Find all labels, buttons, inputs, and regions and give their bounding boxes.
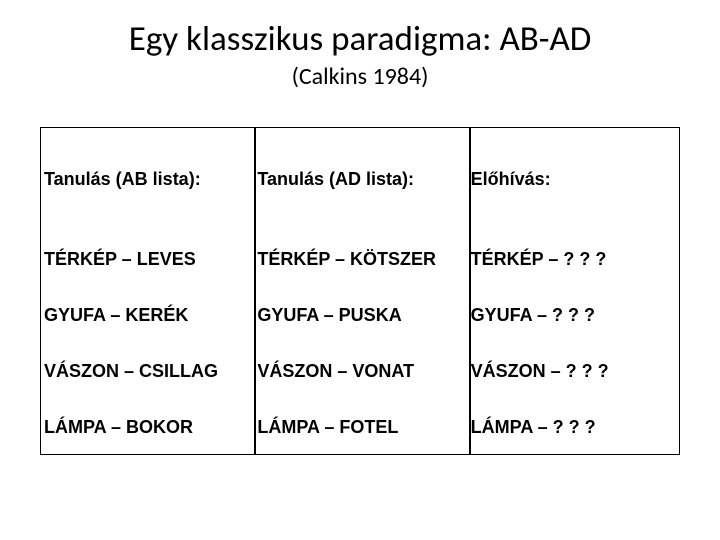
cell: LÁMPA – BOKOR xyxy=(40,399,253,455)
header-ad: Tanulás (AD lista): xyxy=(253,127,466,231)
paradigm-table: Tanulás (AB lista): Tanulás (AD lista): … xyxy=(40,127,680,455)
cell: TÉRKÉP – KÖTSZER xyxy=(253,231,466,287)
table-row: VÁSZON – CSILLAG VÁSZON – VONAT VÁSZON –… xyxy=(40,343,680,399)
cell: GYUFA – KERÉK xyxy=(40,287,253,343)
header-recall: Előhívás: xyxy=(467,127,680,231)
cell: VÁSZON – ? ? ? xyxy=(467,343,680,399)
cell: GYUFA – PUSKA xyxy=(253,287,466,343)
slide-title: Egy klasszikus paradigma: AB-AD xyxy=(40,18,680,60)
cell: GYUFA – ? ? ? xyxy=(467,287,680,343)
header-ab: Tanulás (AB lista): xyxy=(40,127,253,231)
table-row: LÁMPA – BOKOR LÁMPA – FOTEL LÁMPA – ? ? … xyxy=(40,399,680,455)
slide: Egy klasszikus paradigma: AB-AD (Calkins… xyxy=(0,0,720,540)
table-row: GYUFA – KERÉK GYUFA – PUSKA GYUFA – ? ? … xyxy=(40,287,680,343)
cell: VÁSZON – VONAT xyxy=(253,343,466,399)
cell: TÉRKÉP – LEVES xyxy=(40,231,253,287)
table-row: TÉRKÉP – LEVES TÉRKÉP – KÖTSZER TÉRKÉP –… xyxy=(40,231,680,287)
cell: VÁSZON – CSILLAG xyxy=(40,343,253,399)
slide-subtitle: (Calkins 1984) xyxy=(40,62,680,91)
cell: TÉRKÉP – ? ? ? xyxy=(467,231,680,287)
cell: LÁMPA – FOTEL xyxy=(253,399,466,455)
paradigm-table-wrap: Tanulás (AB lista): Tanulás (AD lista): … xyxy=(40,127,680,455)
table-header-row: Tanulás (AB lista): Tanulás (AD lista): … xyxy=(40,127,680,231)
cell: LÁMPA – ? ? ? xyxy=(467,399,680,455)
